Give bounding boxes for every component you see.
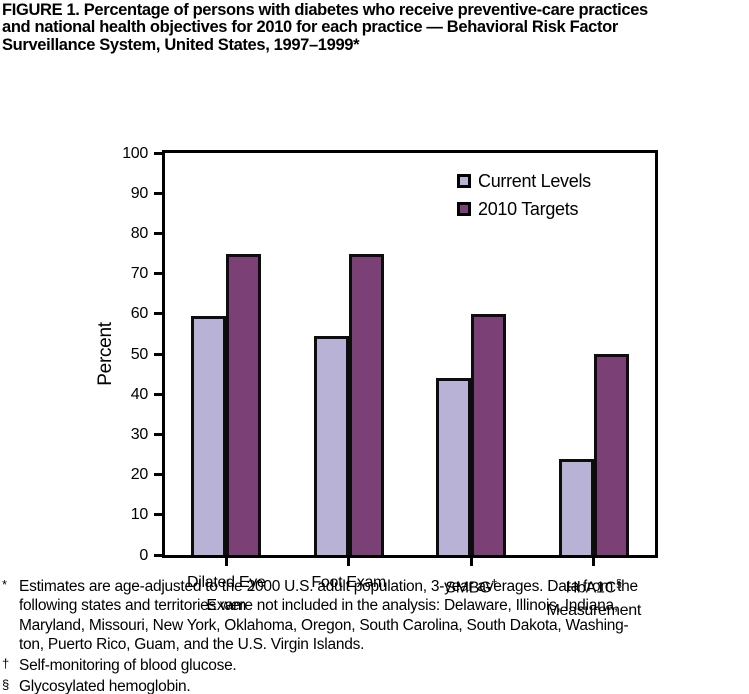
y-axis-tick-60 [154,312,162,316]
footnote-2-line-1: † Self-monitoring of blood glucose. [2,656,237,675]
footnote-1-line-1: * Estimates are age-adjusted to the 2000 … [2,577,638,595]
footnote-1-line-3: Maryland, Missouri, New York, Oklahoma, … [19,616,629,634]
y-axis-tick-70 [154,272,162,276]
footnote-ref-hba1c-measurement: § [615,578,622,590]
x-axis-label-hba1c-measurement: HbA1C§ Measurement [514,572,674,622]
x-axis-tick-foot-exam [347,558,351,566]
y-axis-tick-label-0: 0 [139,546,148,564]
x-axis-label-line: Foot Exam [311,574,387,591]
chart-area: Percent 0 10 20 30 40 50 60 70 80 90 100 Dilated E… [0,60,749,619]
figure-title-line-3: Surveillance System, United States, 1997… [2,35,360,54]
y-axis-tick-90 [154,191,162,195]
footnote-2: † Self-monitoring of blood glucose. [2,654,748,675]
bar-current-levels-hba1c-measurement [558,459,594,555]
y-axis-tick-10 [154,513,162,517]
chart-legend: Current Levels 2010 Targets [457,167,591,223]
x-axis-label-foot-exam: Foot Exam [269,572,429,595]
y-axis-tick-label-90: 90 [130,184,149,202]
y-axis-tick-label-60: 60 [130,305,149,323]
footnote-ref-smbg: † [491,578,498,590]
plot-frame: Current Levels 2010 Targets [162,150,658,558]
y-axis-tick-label-10: 10 [130,506,149,524]
y-axis-tick-label-40: 40 [130,385,149,403]
legend-label-2010-targets: 2010 Targets [478,198,579,219]
x-axis-tick-hba1c-measurement [592,558,596,566]
y-axis-tick-50 [154,352,162,356]
x-axis-label-line: SMBG† [445,578,498,597]
x-axis-label-line: Exam [206,596,247,614]
footnote-1-line-2: following states and territories were no… [19,597,618,615]
bar-current-levels-foot-exam [313,336,349,555]
legend-swatch-current-levels [457,174,471,188]
figure-title-line-1: FIGURE 1. Percentage of persons with dia… [2,1,648,19]
y-axis-tick-40 [154,392,162,396]
footnote-marker-2: † [2,656,9,672]
y-axis-tick-30 [154,432,162,436]
bar-2010-targets-hba1c-measurement [593,354,629,555]
x-axis-tick-dilated-eye-exam [224,558,228,566]
y-axis-tick-20 [154,473,162,477]
footnote-3-line-1: § Glycosylated hemoglobin. [2,677,191,694]
y-axis-tick-label-20: 20 [130,466,149,484]
bar-current-levels-dilated-eye-exam [191,316,227,555]
y-axis-tick-label-100: 100 [122,144,148,162]
bar-2010-targets-smbg [471,314,507,555]
footnotes: * Estimates are age-adjusted to the 2000 … [2,575,748,694]
figure-title: FIGURE 1. Percentage of persons with dia… [2,1,748,54]
x-axis-label-line: HbA1C§ [565,578,622,597]
y-axis-tick-label-70: 70 [130,265,149,283]
y-axis-tick-100 [154,151,162,155]
x-axis-label-line: Measurement [546,601,642,619]
bar-current-levels-smbg [436,378,472,555]
y-axis-tick-80 [154,231,162,235]
x-axis-tick-smbg [469,558,473,566]
footnote-1: * Estimates are age-adjusted to the 2000 … [2,575,748,654]
legend-item-2010-targets: 2010 Targets [457,195,591,223]
x-axis-label-dilated-eye-exam: Dilated Eye Exam [146,572,306,617]
footnote-1-line-4: ton, Puerto Rico, Guam, and the U.S. Vir… [19,635,365,653]
legend-item-current-levels: Current Levels [457,167,591,195]
x-axis-label-smbg: SMBG† [391,572,551,600]
bar-2010-targets-foot-exam [348,254,384,555]
y-axis-tick-0 [154,553,162,557]
footnote-3: § Glycosylated hemoglobin. [2,675,748,694]
y-axis-tick-label-80: 80 [130,224,149,242]
bar-2010-targets-dilated-eye-exam [226,254,262,555]
x-axis-label-line: Dilated Eye [186,574,266,591]
y-axis-tick-label-50: 50 [130,345,149,363]
footnote-marker-1: * [2,577,7,592]
y-axis-tick-label-30: 30 [130,425,149,443]
figure-title-line-2: and national health objectives for 2010 … [2,18,618,37]
legend-label-current-levels: Current Levels [478,170,591,191]
footnote-marker-3: § [2,677,9,693]
legend-swatch-2010-targets [457,202,471,216]
